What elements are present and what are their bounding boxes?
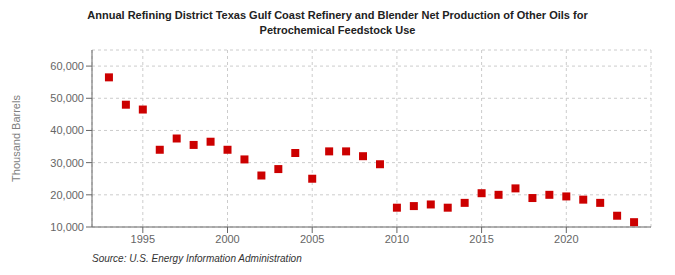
svg-text:40,000: 40,000 (50, 124, 84, 136)
svg-text:2010: 2010 (385, 233, 409, 245)
html-text:Petrochemical Feedstock Use: Petrochemical Feedstock Use (259, 24, 416, 36)
svg-text:50,000: 50,000 (50, 92, 84, 104)
svg-text:2000: 2000 (215, 233, 239, 245)
svg-text:2020: 2020 (554, 233, 578, 245)
svg-text:30,000: 30,000 (50, 157, 84, 169)
svg-text:2015: 2015 (469, 233, 493, 245)
svg-text:2005: 2005 (300, 233, 324, 245)
svg-text:1995: 1995 (131, 233, 155, 245)
html-text:Annual Refining District Texas: Annual Refining District Texas Gulf Coas… (87, 9, 588, 21)
html-text:Source: U.S. Energy Informatio: Source: U.S. Energy Information Administ… (92, 253, 302, 264)
svg-text:10,000: 10,000 (50, 221, 84, 233)
svg-text:Thousand Barrels: Thousand Barrels (10, 95, 22, 182)
svg-text:60,000: 60,000 (50, 60, 84, 72)
svg-text:20,000: 20,000 (50, 189, 84, 201)
